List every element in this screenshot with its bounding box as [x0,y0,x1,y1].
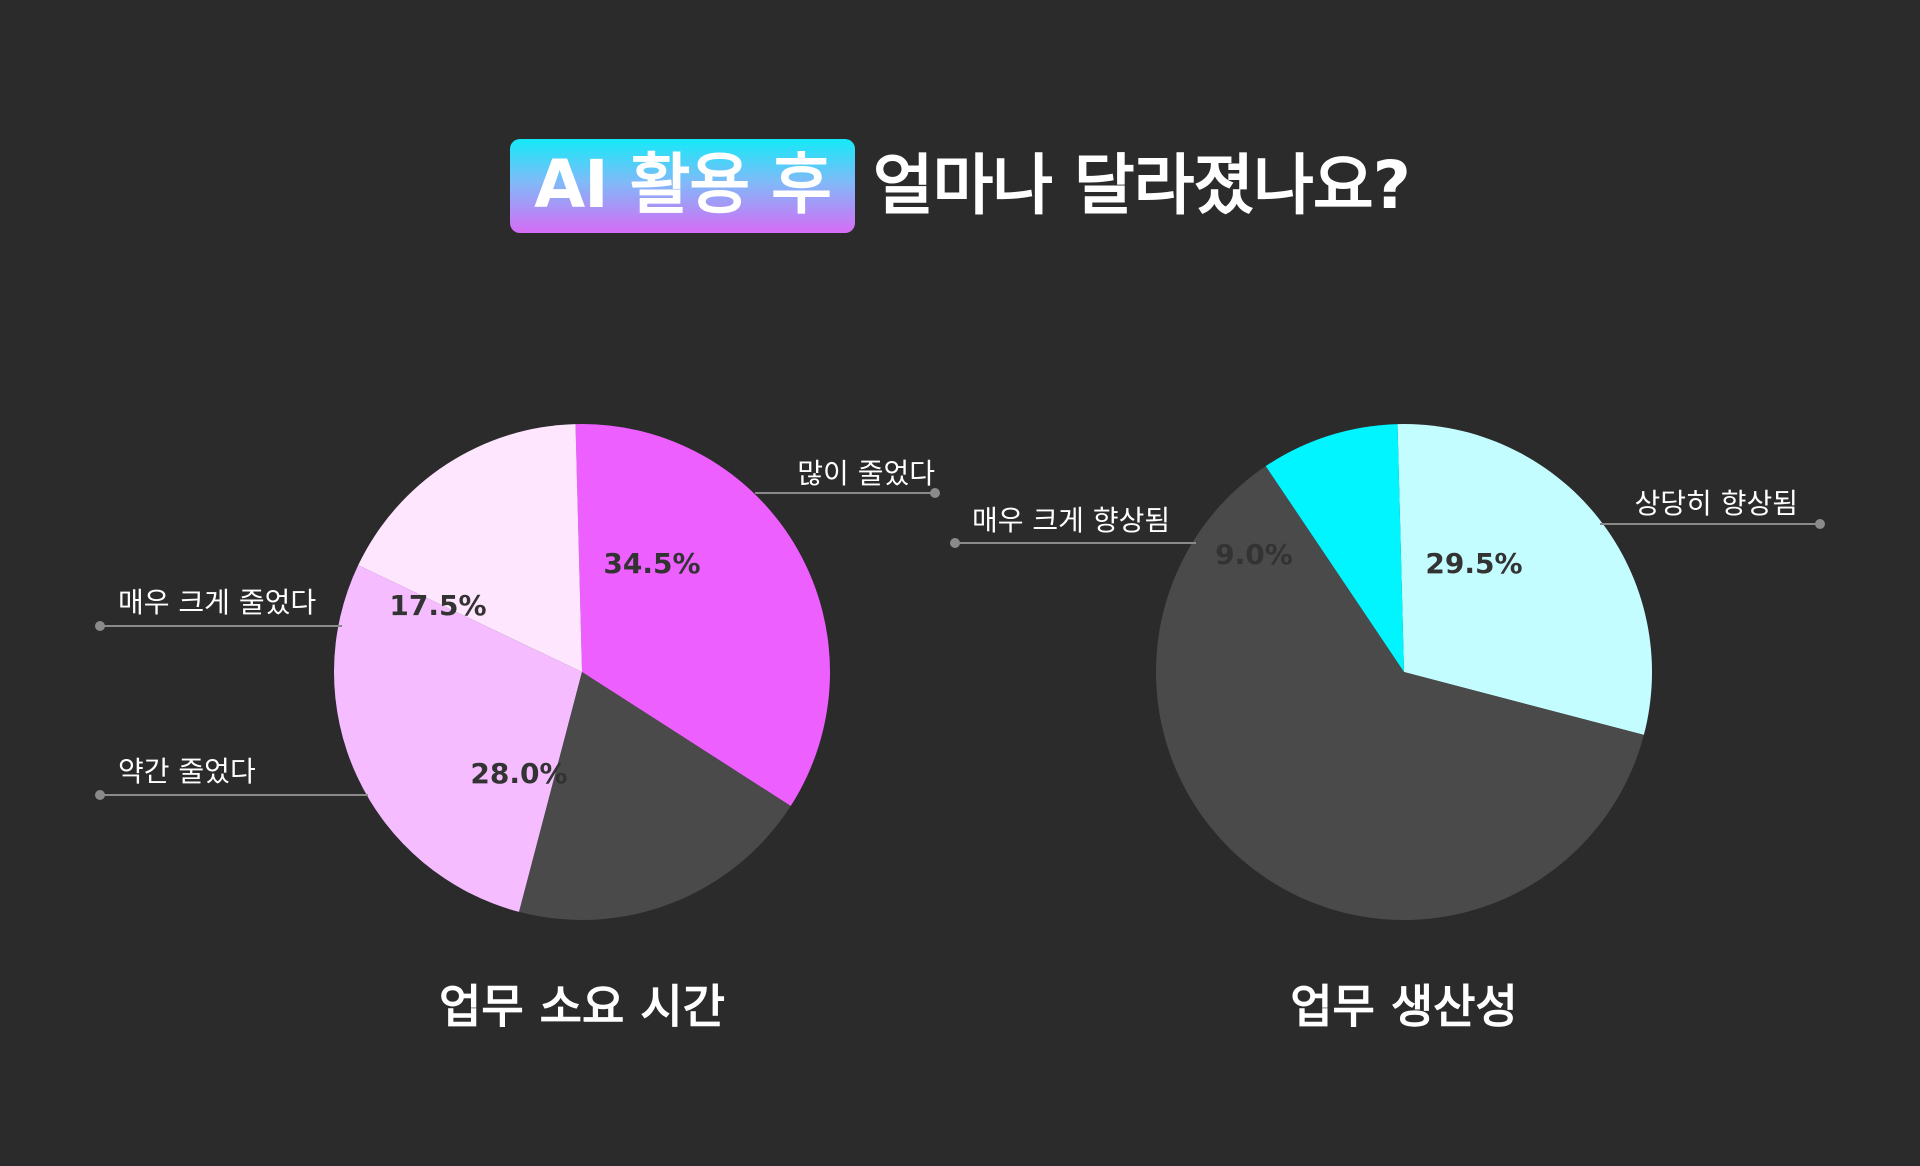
title-highlight-badge: AI 활용 후 [510,139,855,233]
pie-slice-remainder [519,672,791,920]
title-text: 얼마나 달라졌나요? [872,147,1411,224]
pie-slice-매우-크게-향상됨 [1265,424,1404,672]
callout-dot [95,790,105,800]
pie-slice-매우-크게-줄었다 [358,424,582,672]
pie-slice-remainder [1155,466,1644,921]
slice-value-label: 9.0% [1215,538,1293,571]
page-title: AI 활용 후 얼마나 달라졌나요? [0,136,1920,236]
chart-title: 업무 생산성 [1290,980,1518,1034]
slice-value-label: 29.5% [1425,547,1522,580]
callout-label: 매우 크게 향상됨 [972,504,1170,537]
callout-dot [930,488,940,498]
chart-title: 업무 소요 시간 [439,980,725,1034]
callout-dot [1815,519,1825,529]
slice-value-label: 17.5% [389,589,486,622]
callout-label: 약간 줄었다 [118,755,256,788]
callout-label: 매우 크게 줄었다 [118,586,316,619]
slice-value-label: 28.0% [470,757,567,790]
pie-slice-많이-줄었다 [575,423,830,806]
callout-dot [95,621,105,631]
slice-value-label: 34.5% [603,547,700,580]
callout-dot [950,538,960,548]
pie-slice-상당히-향상됨 [1397,423,1652,735]
pie-slice-약간-줄었다 [334,565,582,912]
callout-label: 많이 줄었다 [797,457,935,490]
callout-label: 상당히 향상됨 [1635,487,1798,520]
